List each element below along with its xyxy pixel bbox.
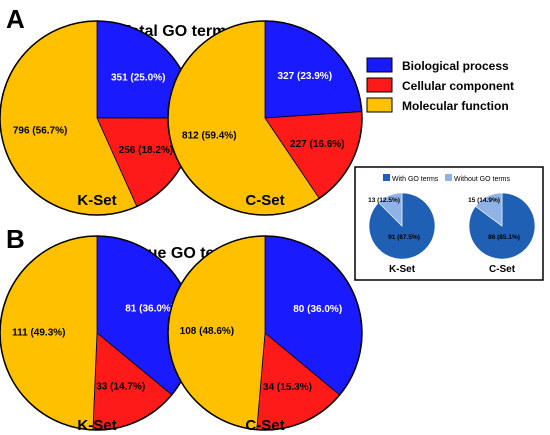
- pie-b-kset-set-label: K-Set: [77, 417, 116, 434]
- pie-b-cset-label-biological-process: 80 (36.0%): [293, 304, 342, 315]
- pie-b-kset-label-biological-process: 81 (36.0%): [125, 304, 174, 315]
- pie-inset-kset-set-label: K-Set: [389, 264, 416, 275]
- panel-b-letter: B: [6, 224, 25, 254]
- pie-a-kset-label-biological-process: 351 (25.0%): [111, 72, 165, 83]
- main-legend: Biological process Cellular component Mo…: [366, 57, 514, 113]
- pie-b-kset-label-molecular-function: 111 (49.3%): [12, 327, 65, 338]
- pie-b-cset-label-molecular-function: 108 (48.6%): [180, 326, 234, 337]
- legend-swatch-cellular-component: [366, 77, 393, 93]
- pie-a-cset-slice-biological-process: [264, 20, 363, 119]
- pie-b-cset-label-cellular-component: 34 (15.3%): [263, 382, 312, 393]
- legend-swatch-biological-process: [366, 57, 393, 73]
- inset-legend-label-with-go: With GO terms: [392, 176, 439, 183]
- pie-a-kset-label-molecular-function: 796 (56.7%): [13, 126, 67, 137]
- legend-label-molecular-function: Molecular function: [402, 99, 509, 113]
- legend-label-biological-process: Biological process: [402, 59, 509, 73]
- pie-inset-cset-label-with-go-terms: 86 (85.1%): [488, 234, 520, 241]
- pie-inset-cset-label-without-go-terms: 15 (14.9%): [468, 197, 500, 204]
- pie-a-cset: 327 (23.9%) 227 (16.6%) 812 (59.4%) C-Set: [167, 20, 363, 216]
- pie-a-cset-label-biological-process: 327 (23.9%): [278, 71, 332, 82]
- inset-legend-label-without-go: Without GO terms: [454, 176, 511, 183]
- pie-a-cset-set-label: C-Set: [245, 192, 284, 209]
- pie-inset-kset-label-with-go-terms: 91 (87.5%): [388, 234, 420, 241]
- legend-label-cellular-component: Cellular component: [402, 79, 514, 93]
- pie-inset-kset-slice-without-go-terms: [378, 192, 403, 227]
- pie-inset-cset-set-label: C-Set: [489, 264, 516, 275]
- pie-inset-cset: 86 (85.1%) 15 (14.9%) C-Set: [468, 192, 536, 275]
- pie-b-kset: 81 (36.0%) 33 (14.7%) 111 (49.3%) K-Set: [0, 235, 195, 434]
- pie-b-cset-set-label: C-Set: [245, 417, 284, 434]
- pie-b-cset: 80 (36.0%) 34 (15.3%) 108 (48.6%) C-Set: [167, 235, 363, 434]
- panel-a-letter: A: [6, 4, 25, 34]
- pie-b-kset-label-cellular-component: 33 (14.7%): [96, 382, 145, 393]
- pie-a-cset-label-molecular-function: 812 (59.4%): [182, 131, 236, 142]
- pie-a-cset-label-cellular-component: 227 (16.6%): [290, 139, 344, 150]
- inset-legend-swatch-without-go: [445, 174, 452, 181]
- legend-swatch-molecular-function: [366, 97, 393, 113]
- pie-a-kset-set-label: K-Set: [77, 192, 116, 209]
- pie-inset-kset-label-without-go-terms: 13 (12.5%): [368, 197, 400, 204]
- pie-a-kset: 351 (25.0%) 256 (18.2%) 796 (56.7%) K-Set: [0, 20, 195, 216]
- pie-a-kset-label-cellular-component: 256 (18.2%): [119, 145, 173, 156]
- pie-b-cset-outline: [167, 235, 363, 431]
- pie-a-cset-outline: [167, 20, 363, 216]
- pie-inset-cset-slice-without-go-terms: [475, 192, 503, 227]
- inset-legend-swatch-with-go: [383, 174, 390, 181]
- pie-inset-kset: 91 (87.5%) 13 (12.5%) K-Set: [368, 192, 436, 275]
